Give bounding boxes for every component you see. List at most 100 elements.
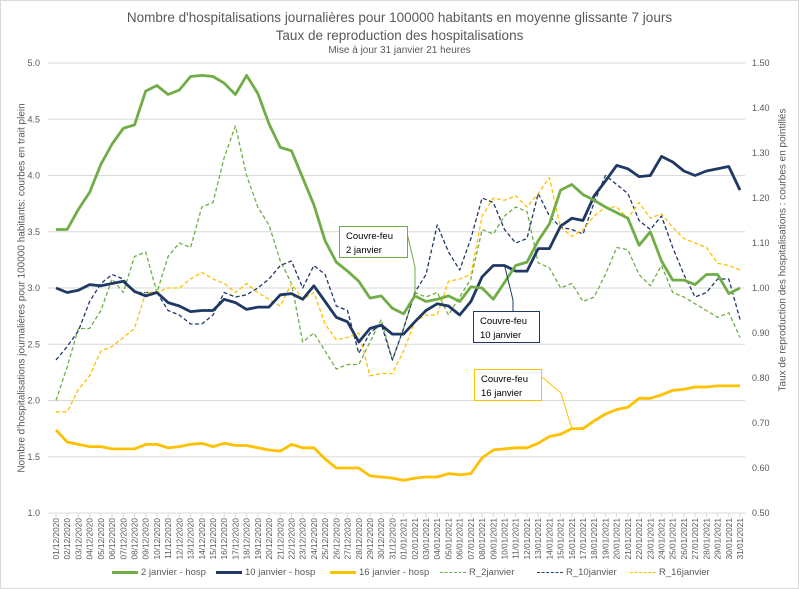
annotation-leader-2-janvier: [406, 232, 416, 296]
x-tick-label: 25/01/2021: [668, 518, 678, 560]
left-tick-label: 1.0: [27, 508, 40, 518]
x-tick-label: 27/12/2020: [343, 518, 353, 560]
legend-item-16janvier-hosp: 16 janvier - hosp: [330, 567, 429, 578]
annotation-text: Couvre-feu: [481, 374, 528, 385]
legend-swatch: [537, 572, 563, 573]
annotation-couvre-feu-16-janvier: Couvre-feu 16 janvier: [474, 369, 542, 401]
x-tick-label: 16/01/2021: [567, 518, 577, 560]
x-tick-label: 15/12/2020: [208, 518, 218, 560]
annotation-text: Couvre-feu: [346, 231, 393, 242]
series-line-16-janvier-hosp: [54, 384, 740, 482]
right-tick-label: 1.10: [752, 238, 770, 248]
x-tick-label: 06/01/2021: [455, 518, 465, 560]
x-tick-label: 31/01/2021: [735, 518, 745, 560]
x-tick-label: 13/12/2020: [186, 518, 196, 560]
x-tick-label: 22/01/2021: [634, 518, 644, 560]
x-tick-label: 11/01/2021: [511, 518, 521, 559]
legend-item-r-2janvier: R_2janvier: [440, 567, 514, 578]
series-line-r-16janvier: [56, 177, 741, 413]
x-tick-label: 16/12/2020: [219, 518, 229, 560]
x-tick-label: 26/01/2021: [679, 518, 689, 560]
x-tick-label: 20/01/2021: [612, 518, 622, 560]
right-tick-label: 0.80: [752, 373, 770, 383]
x-tick-label: 30/12/2020: [376, 518, 386, 560]
right-tick-label: 1.20: [752, 193, 770, 203]
legend-label: R_10janvier: [566, 567, 617, 578]
x-tick-label: 13/01/2021: [533, 518, 543, 560]
annotation-text: Couvre-feu: [480, 316, 527, 327]
update-note: Mise à jour 31 janvier 21 heures: [328, 45, 471, 56]
x-tick-label: 25/12/2020: [320, 518, 330, 560]
chart-subtitle: Taux de reproduction des hospitalisation…: [275, 28, 524, 43]
series-line-r-10janvier: [55, 174, 741, 361]
left-tick-label: 4.5: [27, 114, 40, 124]
legend-label: 10 janvier - hosp: [245, 567, 316, 578]
annotation-couvre-feu-10-janvier: Couvre-feu 10 janvier: [473, 311, 540, 343]
left-tick-label: 2.0: [27, 396, 40, 406]
left-tick-label: 2.5: [27, 339, 40, 349]
annotation-leader-10-janvier: [504, 265, 514, 311]
left-tick-label: 4.0: [27, 171, 40, 181]
right-axis-title: Taux de reproduction des hospitalisation…: [777, 108, 789, 392]
x-tick-label: 04/12/2020: [85, 518, 95, 560]
right-tick-label: 0.70: [752, 418, 770, 428]
x-tick-label: 08/01/2021: [477, 518, 487, 560]
x-tick-label: 02/12/2020: [62, 518, 72, 560]
x-tick-label: 11/12/2020: [163, 518, 173, 559]
x-tick-label: 02/01/2021: [410, 518, 420, 560]
x-tick-label: 29/12/2020: [365, 518, 375, 560]
x-tick-label: 07/01/2021: [466, 518, 476, 560]
annotation-text: 16 janvier: [481, 388, 523, 399]
x-tick-label: 30/01/2021: [724, 518, 734, 560]
x-tick-label: 04/01/2021: [432, 518, 442, 560]
x-tick-label: 10/12/2020: [152, 518, 162, 560]
annotation-leader-16-janvier: [541, 376, 573, 429]
x-tick-label: 12/01/2021: [522, 518, 532, 560]
x-tick-label: 14/01/2021: [544, 518, 554, 560]
x-tick-label: 18/12/2020: [242, 518, 252, 560]
left-tick-label: 1.5: [27, 452, 40, 462]
x-tick-label: 08/12/2020: [129, 518, 139, 560]
right-tick-label: 0.90: [752, 328, 770, 338]
right-tick-label: 1.40: [752, 103, 770, 113]
left-tick-label: 5.0: [27, 58, 40, 68]
right-tick-label: 1.00: [752, 283, 770, 293]
x-tick-label: 23/12/2020: [298, 518, 308, 560]
x-tick-label: 24/12/2020: [309, 518, 319, 560]
legend-item-r-10janvier: R_10janvier: [537, 567, 617, 578]
legend-label: R_2janvier: [469, 567, 515, 578]
legend-swatch: [330, 571, 356, 574]
x-tick-label: 01/01/2021: [399, 518, 409, 560]
legend-item-10janvier-hosp: 10 janvier - hosp: [216, 567, 315, 578]
x-tick-label: 15/01/2021: [556, 518, 566, 560]
x-tick-label: 19/01/2021: [600, 518, 610, 560]
x-tick-label: 27/01/2021: [690, 518, 700, 560]
annotation-couvre-feu-2-janvier: Couvre-feu 2 janvier: [339, 226, 408, 258]
x-tick-label: 20/12/2020: [264, 518, 274, 560]
x-tick-label: 12/12/2020: [174, 518, 184, 560]
right-tick-label: 0.50: [752, 508, 770, 518]
annotation-text: 10 janvier: [480, 330, 522, 341]
x-tick-label: 22/12/2020: [286, 518, 296, 560]
legend-swatch: [630, 572, 656, 573]
legend-item-2janvier-hosp: 2 janvier - hosp: [112, 567, 206, 578]
series-line-10-janvier-hosp: [55, 154, 742, 344]
x-tick-label: 06/12/2020: [107, 518, 117, 560]
legend-item-r-16janvier: R_16janvier: [630, 567, 710, 578]
x-tick-label: 17/12/2020: [230, 518, 240, 560]
legend-label: 16 janvier - hosp: [359, 567, 430, 578]
legend-swatch: [112, 571, 138, 574]
x-tick-label: 09/12/2020: [141, 518, 151, 560]
legend-swatch: [440, 572, 466, 573]
x-tick-label: 26/12/2020: [331, 518, 341, 560]
x-tick-label: 14/12/2020: [197, 518, 207, 560]
right-tick-label: 1.30: [752, 148, 770, 158]
x-tick-label: 17/01/2021: [578, 518, 588, 560]
x-tick-label: 03/12/2020: [73, 518, 83, 560]
x-tick-label: 28/12/2020: [354, 518, 364, 560]
legend-label: 2 janvier - hosp: [141, 567, 206, 578]
left-tick-label: 3.0: [27, 283, 40, 293]
right-tick-label: 1.50: [752, 58, 770, 68]
right-tick-label: 0.60: [752, 463, 770, 473]
